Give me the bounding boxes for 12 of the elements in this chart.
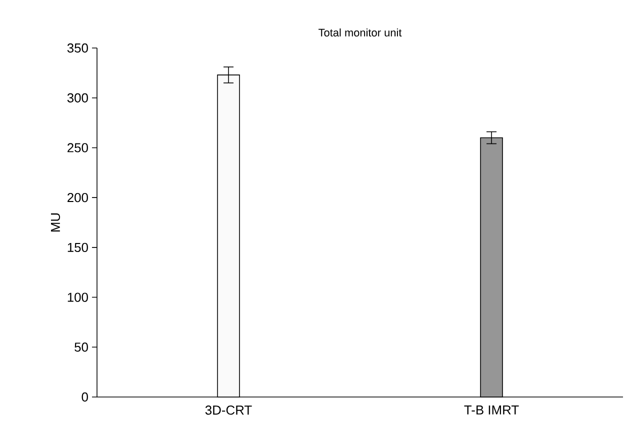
y-tick-label: 200 bbox=[68, 192, 88, 202]
y-tick-label: 0 bbox=[82, 392, 88, 402]
y-tick-label: 150 bbox=[68, 242, 88, 252]
y-tick-label: 100 bbox=[68, 292, 88, 302]
y-tick-label: 350 bbox=[67, 43, 88, 53]
y-tick-label: 250 bbox=[68, 143, 88, 152]
y-axis-title: MU bbox=[51, 213, 60, 232]
y-tick-label: 50 bbox=[74, 342, 88, 352]
x-tick-label: T-B IMRT bbox=[464, 406, 519, 414]
x-tick-label: 3D-CRT bbox=[205, 406, 252, 415]
chart-title: Total monitor unit bbox=[318, 28, 402, 37]
y-tick-label: 300 bbox=[67, 93, 88, 102]
